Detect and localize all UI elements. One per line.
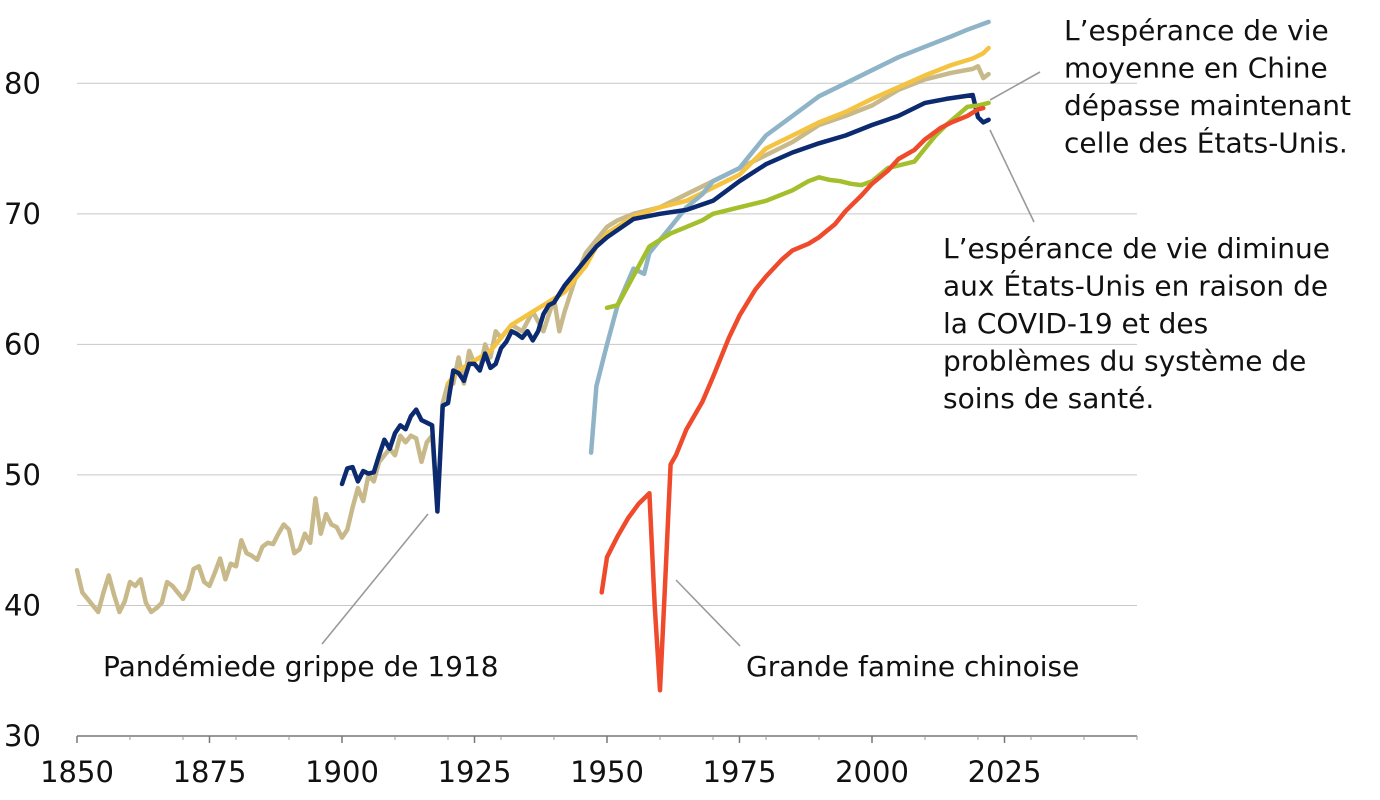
annotation-line: Pandémiede grippe de 1918 [103, 650, 499, 683]
annotation-chinese-famine: Grande famine chinoise [746, 650, 1079, 683]
series-line-2 [445, 45, 991, 386]
annotation-line: problèmes du système de [943, 345, 1306, 378]
annotation-line: dépasse maintenant [1064, 89, 1351, 122]
x-tick-label: 1850 [40, 755, 114, 789]
series-line-6 [599, 105, 986, 693]
annotation-1918-flu: Pandémiede grippe de 1918 [103, 650, 499, 683]
callout-lines [321, 71, 1041, 647]
x-tick-label: 1925 [438, 755, 512, 789]
series-line-3 [588, 19, 991, 455]
y-tick-label: 40 [4, 588, 41, 622]
y-tick-label: 30 [4, 719, 41, 753]
y-tick-label: 70 [4, 197, 41, 231]
callout-line-2 [989, 129, 1035, 223]
annotation-line: soins de santé. [943, 382, 1154, 415]
annotation-china-surpasses: L’espérance de vie moyenne en Chine dépass… [1064, 14, 1351, 160]
x-tick-label: 2000 [835, 755, 909, 789]
callout-line-3 [321, 513, 429, 645]
y-tick-label: 60 [4, 327, 41, 361]
y-tick-label: 50 [4, 458, 41, 492]
y-tick-label: 80 [4, 66, 41, 100]
series-lines [74, 19, 991, 693]
x-tick-label: 1900 [305, 755, 379, 789]
annotation-line: L’espérance de vie diminue [943, 232, 1330, 265]
annotation-line: aux États-Unis en raison de [943, 269, 1328, 303]
x-tick-label: 1975 [703, 755, 777, 789]
series-line-5 [604, 100, 991, 311]
series-line-4 [339, 92, 991, 514]
x-tick-label: 2025 [968, 755, 1042, 789]
annotation-line: moyenne en Chine [1064, 52, 1328, 85]
annotation-line: Grande famine chinoise [746, 650, 1079, 683]
callout-line-1 [989, 71, 1041, 101]
annotation-line: la COVID-19 et des [943, 307, 1208, 340]
callout-line-4 [675, 579, 741, 647]
annotation-line: celle des États-Unis. [1064, 126, 1348, 160]
x-tick-label: 1875 [173, 755, 247, 789]
series-line-1 [74, 64, 991, 615]
axes: 30 40 50 60 70 80 1850 1875 1900 1925 1950 1975 2000… [4, 66, 1138, 789]
annotation-line: L’espérance de vie [1064, 14, 1329, 47]
annotation-us-decline: L’espérance de vie diminue aux États-Unis… [943, 232, 1330, 415]
x-tick-label: 1950 [570, 755, 644, 789]
annotations: L’espérance de vie moyenne en Chine dépass… [103, 14, 1351, 683]
